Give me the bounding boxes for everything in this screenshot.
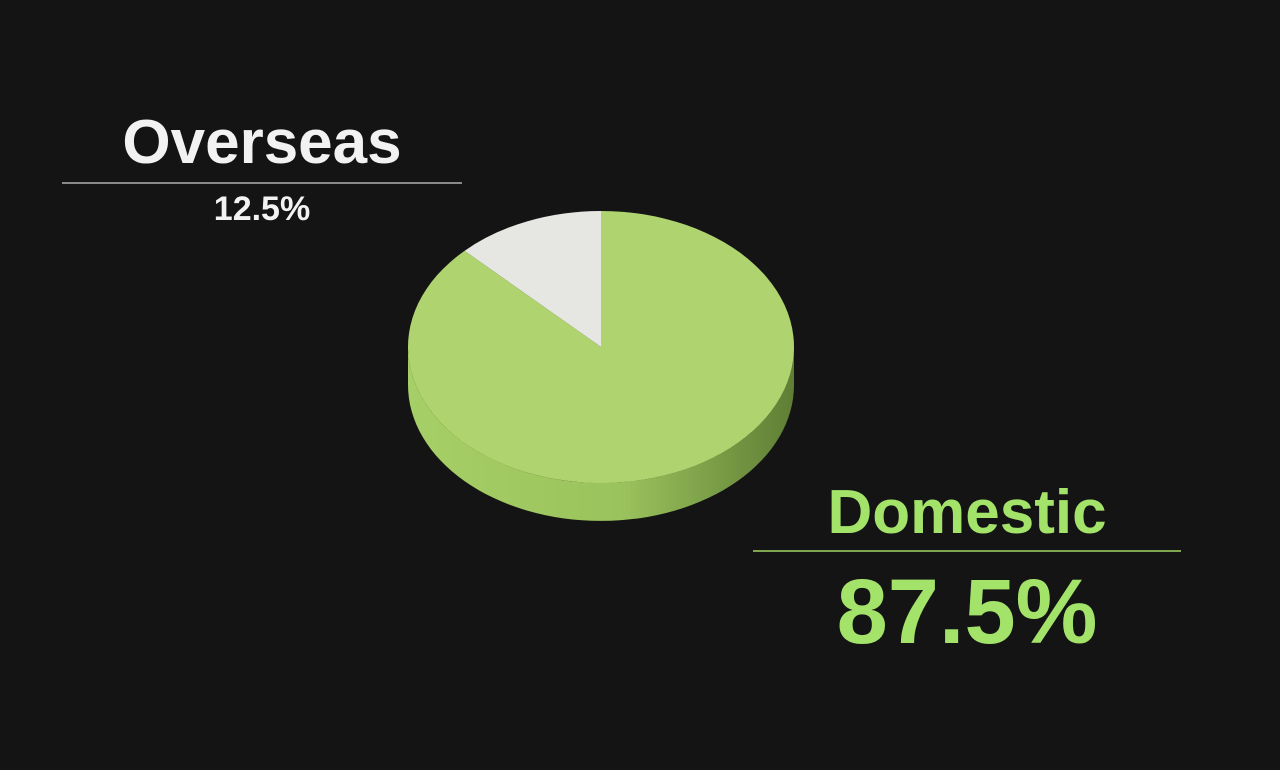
domestic-label: Domestic: [827, 478, 1107, 547]
overseas-value: 12.5%: [213, 190, 311, 228]
overseas-label: Overseas: [122, 108, 402, 177]
overseas-label-block: Overseas 12.5%: [62, 112, 462, 226]
pie-side-wall: [408, 347, 794, 521]
domestic-divider: [753, 550, 1181, 552]
pie-slice-overseas: [464, 211, 601, 347]
pie-slice-domestic: [407, 211, 794, 484]
domestic-label-block: Domestic 87.5%: [753, 482, 1181, 658]
domestic-value: 87.5%: [836, 561, 1098, 663]
overseas-divider: [62, 182, 462, 184]
